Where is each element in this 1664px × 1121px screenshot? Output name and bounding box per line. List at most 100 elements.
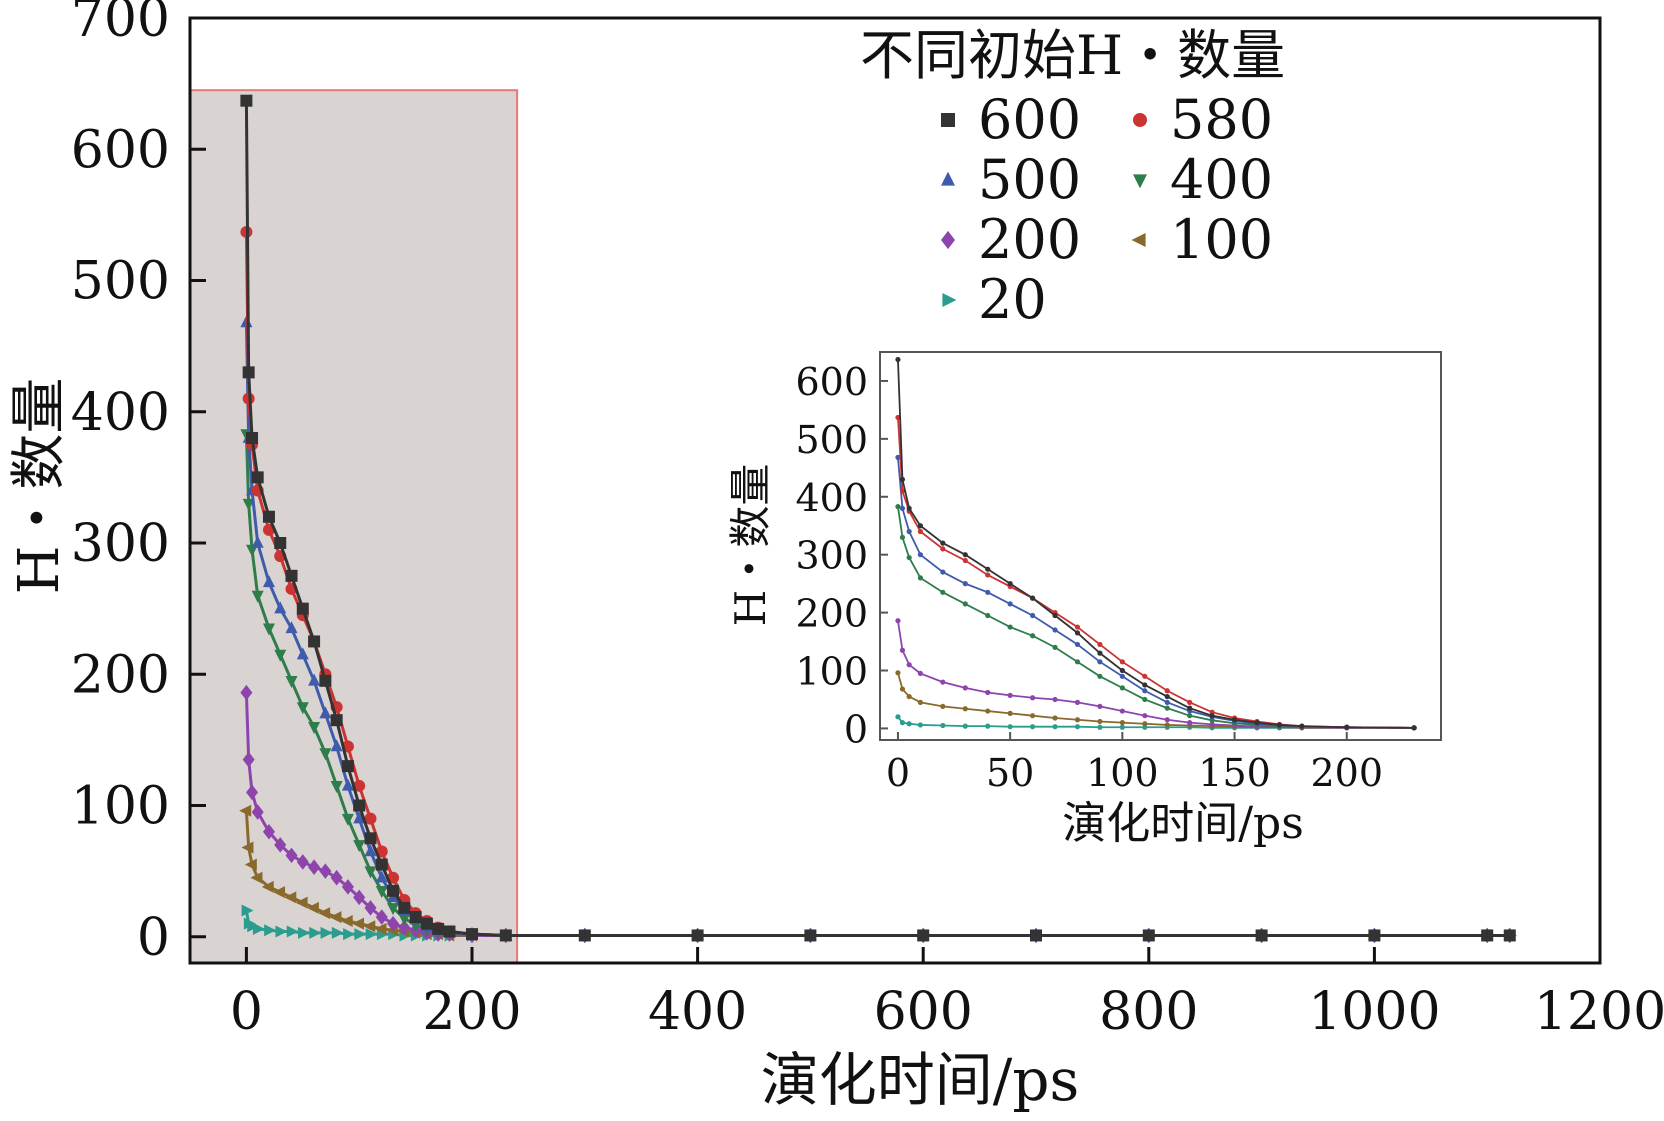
main-plot-frame	[188, 16, 1602, 965]
data-point	[241, 904, 254, 917]
inset-x-ticks: 0 50 100 150 200	[886, 732, 1383, 795]
inset-data-point	[917, 552, 923, 558]
x-tick-label: 800	[1099, 982, 1198, 1042]
data-point	[353, 840, 366, 853]
inset-data-point	[940, 703, 946, 710]
x-tick-label: 200	[422, 982, 521, 1042]
inset-data-point	[1411, 725, 1417, 731]
data-point	[364, 844, 377, 857]
data-point	[320, 926, 333, 939]
inset-data-point	[906, 505, 912, 511]
inset-data-point	[1007, 710, 1013, 716]
data-point	[244, 858, 257, 871]
legend-label: 20	[978, 268, 1047, 331]
data-point	[319, 863, 332, 879]
data-point	[364, 812, 377, 825]
data-point	[262, 823, 275, 840]
inset-data-point	[1119, 708, 1125, 714]
inset-data-point	[1187, 720, 1193, 726]
inset-data-point	[1254, 720, 1260, 726]
inset-data-point	[1074, 659, 1081, 665]
data-point	[804, 929, 817, 942]
inset-data-point	[1142, 721, 1148, 727]
legend-item-500: 500	[941, 148, 1081, 211]
inset-data-point	[1187, 705, 1193, 711]
data-point	[398, 901, 411, 914]
data-point	[329, 911, 342, 924]
inset-y-tick-label: 500	[795, 418, 868, 462]
inset-data-point	[1029, 633, 1036, 639]
y-tick-label: 700	[71, 0, 170, 49]
inset-series-200	[895, 618, 1417, 731]
data-point	[353, 811, 366, 824]
data-point	[409, 911, 422, 924]
inset-data-point	[962, 723, 968, 729]
data-point	[1481, 929, 1494, 942]
data-point	[340, 915, 353, 927]
inset-data-point	[906, 554, 912, 561]
inset-data-point	[1052, 627, 1058, 633]
legend-label: 200	[978, 208, 1081, 271]
inset-data-point	[917, 575, 923, 581]
legend-marker	[941, 171, 955, 186]
data-point	[341, 760, 354, 773]
inset-data-point	[1029, 612, 1036, 619]
y-tick-label: 0	[137, 908, 170, 968]
data-point	[319, 674, 332, 687]
inset-data-point	[1074, 724, 1081, 730]
inset-data-point	[940, 546, 946, 552]
data-point	[364, 900, 377, 916]
inset-data-point	[1142, 713, 1148, 719]
inset-data-point	[1119, 667, 1125, 674]
data-point	[398, 913, 411, 926]
data-point	[318, 907, 331, 920]
data-point	[466, 928, 478, 941]
legend-marker	[1133, 113, 1147, 127]
y-tick-label: 500	[71, 252, 170, 312]
inset-data-point	[899, 505, 906, 511]
data-point	[352, 917, 364, 930]
inset-data-point	[1299, 723, 1305, 729]
legend-item-400: 400	[1133, 148, 1273, 211]
inset-data-point	[1097, 650, 1103, 656]
inset-data-point	[917, 528, 923, 535]
inset-data-point	[1344, 724, 1350, 730]
inset-data-point	[985, 572, 991, 578]
inset-x-tick-label: 50	[986, 751, 1034, 795]
data-point	[251, 471, 264, 484]
data-point	[286, 925, 299, 938]
data-point	[354, 928, 367, 941]
inset-data-point	[1074, 717, 1081, 723]
inset-data-point	[1097, 718, 1103, 725]
inset-data-point	[1276, 722, 1283, 728]
data-point	[285, 569, 298, 582]
legend-label: 500	[978, 148, 1081, 211]
inset-data-point	[962, 685, 968, 691]
data-point	[1142, 929, 1155, 942]
data-point	[499, 929, 512, 942]
inset-data-point	[1052, 612, 1058, 619]
inset-series-600	[895, 356, 1417, 731]
data-point	[365, 928, 378, 941]
inset-data-point	[1007, 601, 1013, 607]
data-point	[387, 903, 400, 916]
inset-data-point	[906, 693, 912, 700]
data-point	[341, 778, 354, 791]
inset-data-point	[1164, 693, 1170, 700]
inset-data-point	[1209, 721, 1215, 727]
data-point	[375, 858, 388, 871]
inset-data-point	[1007, 724, 1013, 730]
data-point	[296, 854, 309, 870]
inset-data-point	[1231, 717, 1238, 723]
inset-data-point	[985, 566, 991, 572]
inset-data-point	[1164, 699, 1170, 705]
data-point	[262, 575, 275, 588]
inset-data-point	[895, 454, 901, 460]
data-point	[241, 841, 254, 854]
inset-data-point	[962, 581, 968, 587]
inset-data-point	[1164, 688, 1170, 694]
inset-data-point	[1164, 717, 1170, 723]
data-point	[387, 884, 400, 897]
inset-data-point	[899, 720, 906, 726]
inset-data-point	[962, 601, 968, 607]
